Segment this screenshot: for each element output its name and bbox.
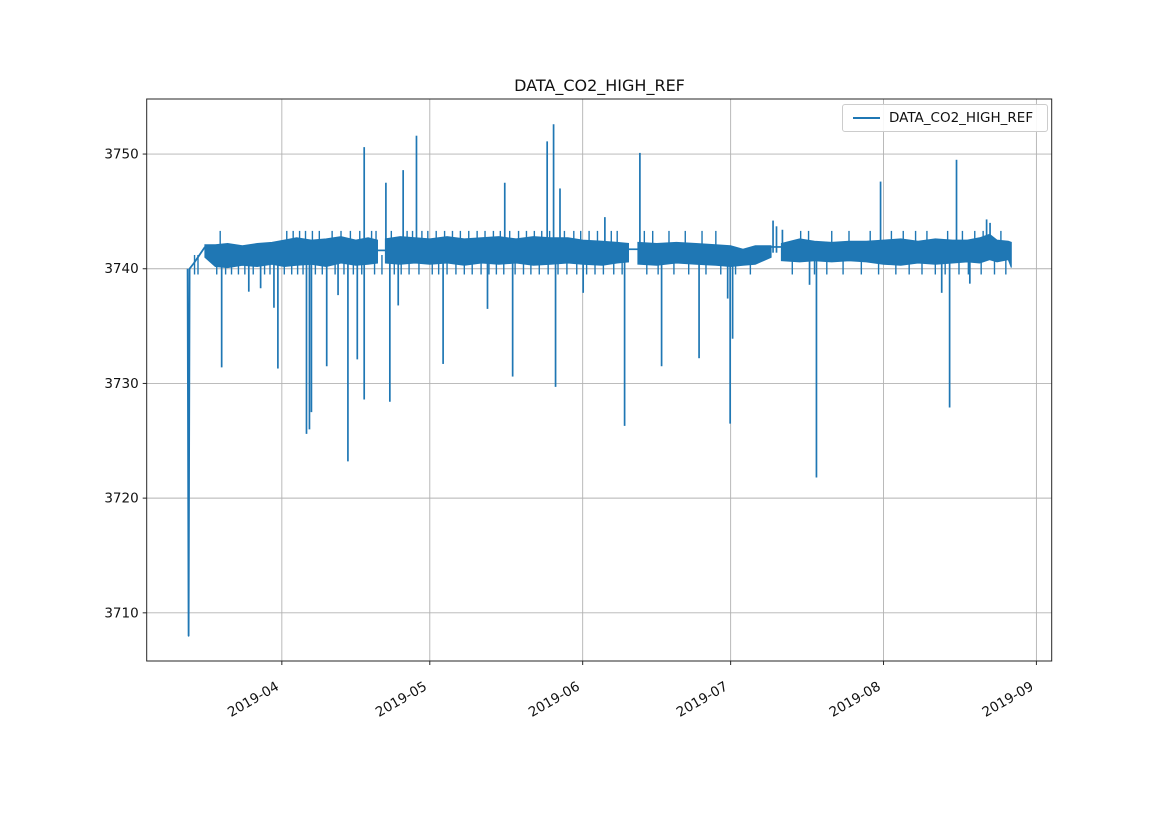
x-tick-label: 2019-05 — [373, 679, 430, 721]
grid-lines — [146, 99, 1052, 661]
y-tick-label: 3730 — [104, 376, 138, 392]
legend-line-sample — [853, 117, 880, 119]
series-noise-band — [204, 233, 1012, 269]
legend-label: DATA_CO2_HIGH_REF — [889, 110, 1034, 126]
y-tick-label: 3740 — [104, 261, 138, 277]
series-lead-in — [186, 246, 206, 637]
legend-box: DATA_CO2_HIGH_REF — [842, 104, 1048, 132]
x-tick-label: 2019-08 — [827, 679, 884, 721]
y-tick-label: 3720 — [104, 491, 138, 507]
axes-spines — [146, 98, 1053, 662]
y-tick-label: 3710 — [104, 605, 138, 621]
series-flat-segments — [377, 246, 782, 252]
x-tick-label: 2019-09 — [980, 679, 1037, 721]
y-tick-label: 3750 — [104, 147, 138, 163]
chart-title: DATA_CO2_HIGH_REF — [514, 76, 685, 95]
series-spikes — [220, 124, 991, 478]
x-tick-label: 2019-07 — [674, 679, 731, 721]
x-tick-label: 2019-04 — [225, 679, 282, 721]
x-tick-label: 2019-06 — [526, 679, 583, 721]
axis-ticks-and-labels: 3710 3720 3730 3740 3750 2019-04 2019-05 2019-0… — [104, 147, 1037, 721]
